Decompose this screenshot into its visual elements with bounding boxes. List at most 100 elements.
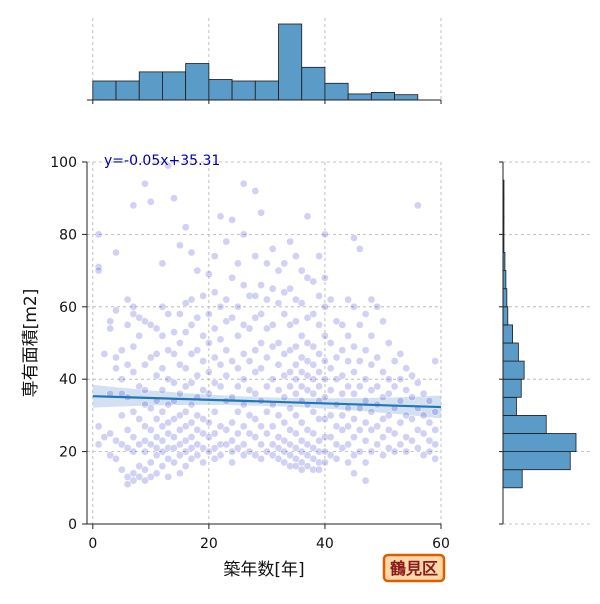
scatter-point bbox=[367, 447, 376, 456]
scatter-point bbox=[274, 360, 283, 369]
scatter-point bbox=[373, 302, 382, 311]
scatter-point bbox=[361, 436, 370, 445]
y-hist-bar bbox=[502, 396, 517, 416]
scatter-point bbox=[199, 444, 207, 452]
x-hist-bar bbox=[254, 80, 279, 101]
scatter-point bbox=[425, 436, 434, 445]
y-hist-bar bbox=[502, 306, 509, 326]
scatter-point bbox=[309, 360, 318, 369]
scatter-point bbox=[286, 284, 294, 293]
scatter-point bbox=[332, 375, 341, 384]
scatter-point bbox=[274, 339, 283, 347]
y-hist-bar bbox=[502, 360, 525, 380]
scatter-point bbox=[303, 357, 312, 365]
scatter-point bbox=[239, 375, 248, 384]
scatter-point bbox=[292, 411, 300, 420]
scatter-point bbox=[170, 194, 178, 203]
scatter-point bbox=[350, 415, 358, 423]
scatter-point bbox=[286, 404, 294, 413]
y-tick-label: 100 bbox=[50, 155, 77, 171]
scatter-point bbox=[234, 444, 242, 452]
scatter-point bbox=[135, 313, 144, 322]
scatter-point bbox=[117, 465, 126, 474]
scatter-point bbox=[176, 389, 184, 398]
scatter-point bbox=[135, 462, 144, 470]
y-hist-bar bbox=[502, 342, 519, 362]
scatter-point bbox=[210, 407, 219, 416]
scatter-point bbox=[251, 415, 260, 423]
scatter-point bbox=[187, 295, 196, 304]
scatter-point bbox=[292, 462, 300, 470]
scatter-point bbox=[361, 375, 370, 384]
scatter-point bbox=[350, 433, 358, 441]
scatter-point bbox=[263, 407, 271, 416]
scatter-point bbox=[234, 302, 242, 311]
scatter-point bbox=[373, 353, 382, 362]
scatter-point bbox=[280, 288, 289, 297]
scatter-point bbox=[234, 259, 242, 268]
scatter-point bbox=[303, 313, 312, 322]
scatter-point bbox=[355, 245, 364, 253]
y-hist-bar bbox=[502, 433, 577, 453]
scatter-point bbox=[193, 426, 202, 434]
scatter-point bbox=[257, 339, 265, 347]
x-tick-label: 60 bbox=[432, 536, 450, 552]
scatter-point bbox=[384, 426, 393, 434]
scatter-point bbox=[344, 357, 352, 365]
scatter-point bbox=[303, 440, 312, 449]
scatter-point bbox=[205, 433, 213, 441]
scatter-point bbox=[297, 299, 306, 308]
scatter-point bbox=[251, 451, 260, 460]
scatter-point bbox=[123, 480, 132, 489]
scatter-point bbox=[164, 444, 173, 452]
scatter-point bbox=[181, 436, 190, 445]
scatter-point bbox=[245, 324, 254, 333]
scatter-point bbox=[286, 451, 294, 460]
scatter-point bbox=[338, 444, 347, 452]
scatter-point bbox=[338, 389, 347, 398]
scatter-point bbox=[210, 353, 219, 362]
scatter-point bbox=[402, 433, 411, 441]
scatter-point bbox=[384, 411, 393, 420]
scatter-point bbox=[135, 415, 144, 423]
scatter-point bbox=[210, 444, 219, 452]
scatter-point bbox=[164, 429, 173, 438]
y-hist-bar bbox=[502, 288, 508, 308]
scatter-point bbox=[303, 371, 312, 380]
scatter-point bbox=[141, 386, 149, 394]
scatter-point bbox=[239, 179, 248, 188]
scatter-point bbox=[315, 436, 323, 445]
scatter-point bbox=[141, 476, 149, 485]
x-tick-label: 40 bbox=[316, 536, 334, 552]
scatter-point bbox=[176, 241, 184, 250]
scatter-point bbox=[129, 201, 138, 210]
scatter-point bbox=[216, 451, 225, 460]
scatter-point bbox=[384, 389, 393, 398]
scatter-point bbox=[222, 371, 231, 380]
scatter-point bbox=[292, 317, 300, 326]
scatter-point bbox=[263, 353, 271, 362]
scatter-point bbox=[187, 454, 196, 463]
scatter-point bbox=[413, 444, 422, 452]
scatter-point bbox=[286, 237, 294, 246]
y-tick-label: 20 bbox=[59, 445, 77, 461]
scatter-point bbox=[315, 382, 323, 391]
scatter-point bbox=[379, 368, 387, 376]
scatter-point bbox=[297, 353, 306, 362]
y-hist-bar bbox=[502, 378, 522, 398]
scatter-point bbox=[176, 360, 184, 369]
scatter-point bbox=[199, 357, 207, 365]
scatter-point bbox=[268, 375, 277, 384]
scatter-point bbox=[315, 465, 323, 474]
scatter-point bbox=[321, 302, 329, 311]
scatter-point bbox=[286, 462, 294, 470]
scatter-point bbox=[280, 310, 289, 318]
scatter-point bbox=[413, 426, 422, 434]
scatter-point bbox=[210, 252, 219, 260]
scatter-point bbox=[303, 339, 312, 347]
scatter-point bbox=[297, 465, 306, 474]
scatter-point bbox=[170, 433, 178, 441]
scatter-point bbox=[297, 418, 306, 427]
scatter-point bbox=[292, 342, 300, 351]
scatter-point bbox=[158, 422, 167, 431]
